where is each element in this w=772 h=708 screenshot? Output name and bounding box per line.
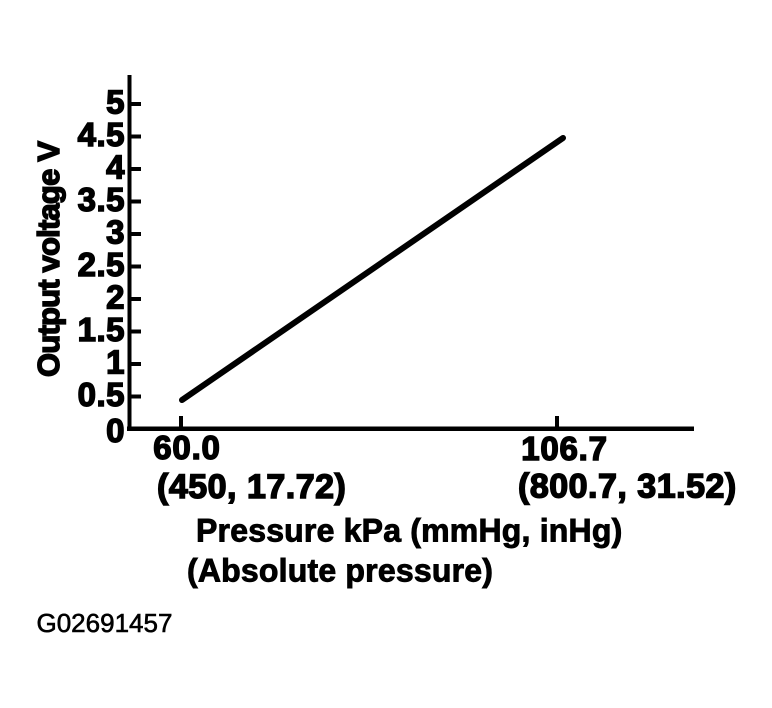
svg-text:1.5: 1.5	[78, 311, 125, 348]
svg-text:3: 3	[106, 214, 125, 251]
svg-text:4.5: 4.5	[78, 116, 125, 153]
svg-text:5: 5	[106, 84, 125, 121]
svg-text:60.0: 60.0	[153, 429, 220, 466]
svg-text:Pressure kPa (mmHg, inHg): Pressure kPa (mmHg, inHg)	[196, 513, 622, 549]
svg-text:(450, 17.72): (450, 17.72)	[157, 468, 346, 506]
svg-text:G02691457: G02691457	[37, 608, 173, 638]
svg-text:3.5: 3.5	[78, 181, 125, 218]
svg-text:(800.7, 31.52): (800.7, 31.52)	[518, 468, 737, 506]
svg-text:0.5: 0.5	[78, 376, 125, 413]
svg-text:4: 4	[106, 149, 125, 186]
svg-text:2.5: 2.5	[78, 246, 125, 283]
svg-text:2: 2	[106, 279, 125, 316]
svg-text:(Absolute pressure): (Absolute pressure)	[187, 553, 493, 589]
svg-text:1: 1	[106, 344, 125, 381]
svg-text:0: 0	[106, 412, 125, 449]
svg-text:Output voltage V: Output voltage V	[31, 141, 66, 377]
svg-text:106.7: 106.7	[521, 430, 608, 467]
